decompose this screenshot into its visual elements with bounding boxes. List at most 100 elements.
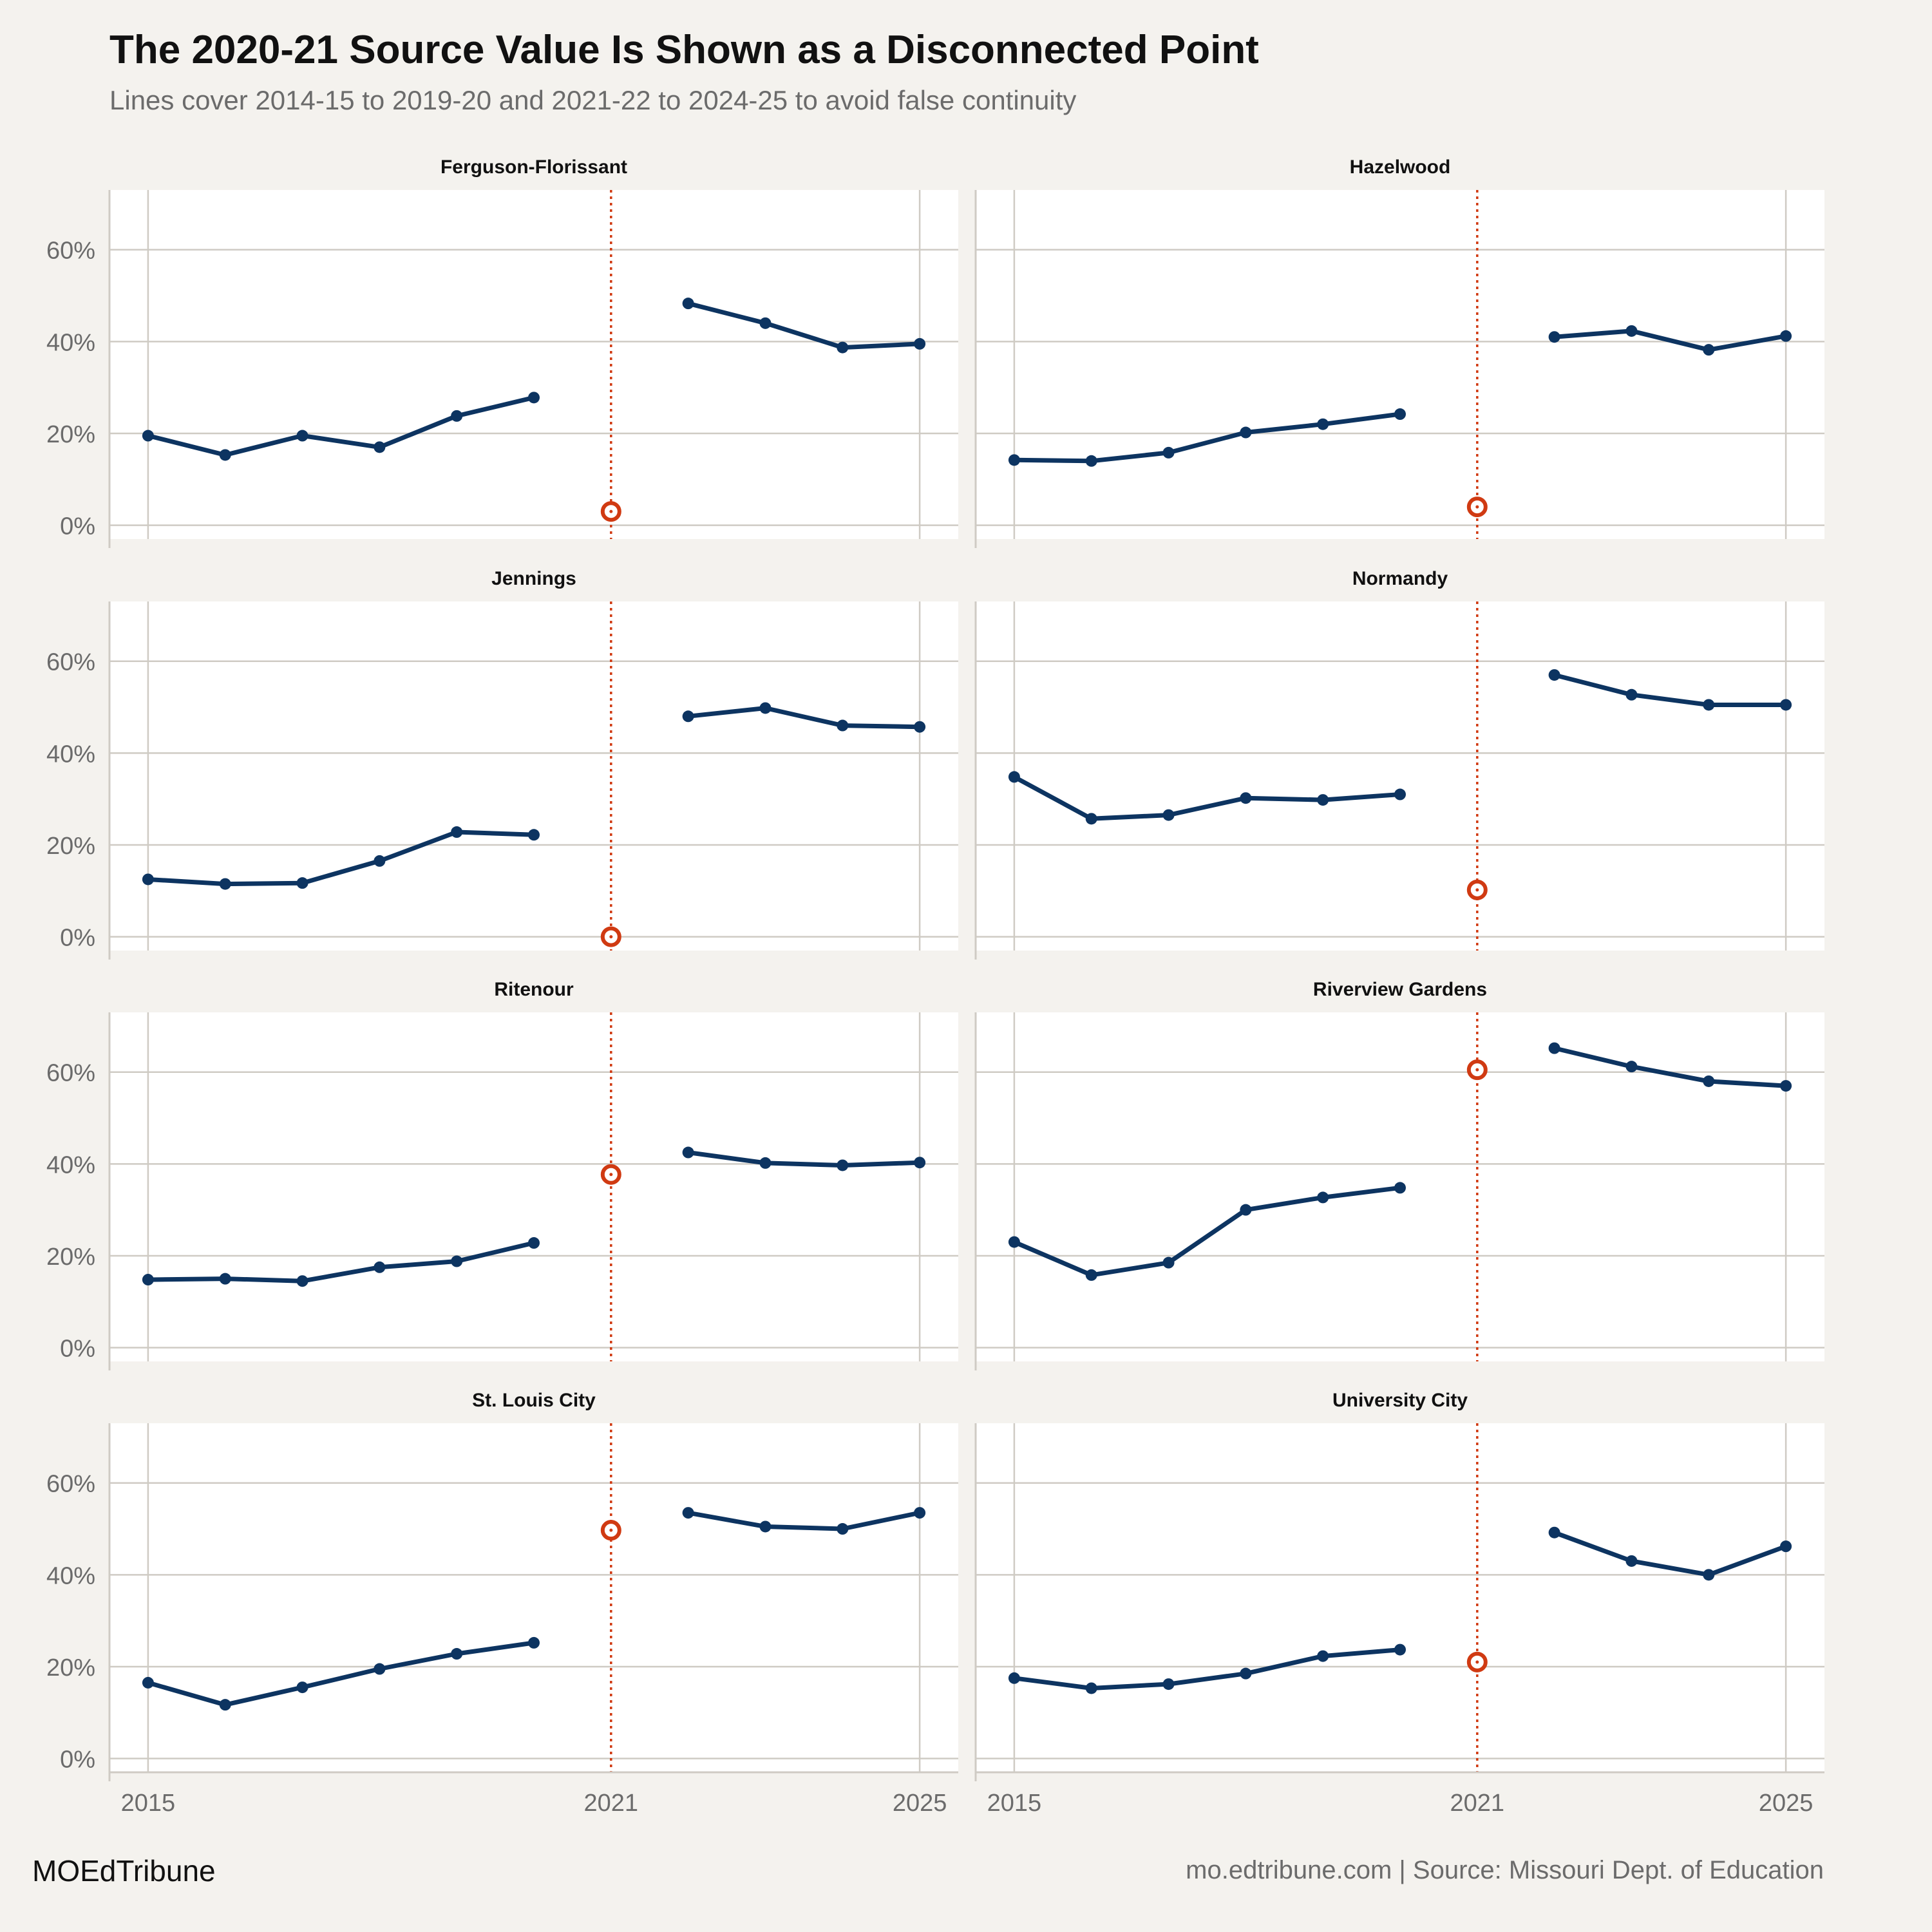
data-point [219, 1273, 231, 1285]
panel-background [109, 1012, 958, 1361]
data-point [1780, 699, 1792, 711]
facet-title: Ritenour [494, 979, 574, 1000]
data-point [837, 1159, 849, 1171]
data-point [296, 1681, 308, 1694]
data-point [1703, 344, 1715, 356]
data-point [1240, 1667, 1252, 1680]
highlight-point-center [609, 1528, 613, 1532]
highlight-point-center [609, 509, 613, 513]
highlight-point-center [609, 935, 613, 939]
data-point [1085, 813, 1097, 825]
data-point [528, 392, 540, 404]
panel-background [109, 1423, 958, 1772]
data-point [296, 1275, 308, 1287]
data-point [1162, 809, 1175, 821]
data-point [1703, 1075, 1715, 1087]
data-point [1085, 1269, 1097, 1281]
data-point [219, 449, 231, 461]
series-line [146, 395, 536, 457]
data-point [759, 702, 772, 714]
data-point [296, 430, 308, 442]
data-point [142, 873, 154, 886]
data-point [1394, 788, 1406, 800]
data-point [914, 721, 926, 733]
data-point [682, 298, 694, 310]
data-point [1394, 1182, 1406, 1194]
panel-background [976, 190, 1824, 539]
data-point [219, 878, 231, 890]
data-point [1085, 1682, 1097, 1694]
data-point [1548, 669, 1560, 681]
y-tick-label: 60% [46, 238, 95, 265]
data-point [837, 1523, 849, 1535]
data-point [1008, 1236, 1020, 1248]
panel-background [109, 190, 958, 539]
facet-title: Normandy [1352, 568, 1448, 589]
facet-panel: Riverview Gardens [974, 979, 1824, 1370]
facet-title: University City [1332, 1390, 1468, 1411]
source-credit: mo.edtribune.com | Source: Missouri Dept… [1186, 1856, 1824, 1884]
data-point [1162, 446, 1175, 459]
y-tick-label: 0% [60, 513, 95, 540]
data-point [142, 1676, 154, 1689]
data-point [1625, 325, 1638, 337]
data-point [1703, 1569, 1715, 1581]
data-point [1317, 1650, 1329, 1662]
data-point [142, 430, 154, 442]
highlight-point-center [1475, 1660, 1479, 1664]
data-point [374, 855, 386, 867]
data-point [142, 1274, 154, 1286]
data-point [1548, 1526, 1560, 1539]
chart-title: The 2020-21 Source Value Is Shown as a D… [109, 28, 1259, 72]
x-tick-label: 2015 [121, 1790, 176, 1817]
data-point [296, 877, 308, 889]
facet-title: Riverview Gardens [1313, 979, 1487, 1000]
data-point [1548, 1042, 1560, 1054]
y-tick-label: 20% [46, 833, 95, 860]
series-line [1012, 774, 1403, 821]
data-point [1780, 1540, 1792, 1553]
data-point [451, 410, 463, 422]
facet-title: St. Louis City [472, 1390, 596, 1411]
facet-panel: Hazelwood [974, 156, 1824, 548]
chart-subtitle: Lines cover 2014-15 to 2019-20 and 2021-… [109, 85, 1077, 115]
data-point [1317, 1191, 1329, 1204]
facet-title: Hazelwood [1350, 156, 1451, 178]
series-line [1552, 328, 1788, 352]
data-point [682, 1507, 694, 1519]
highlight-point-center [1475, 1068, 1479, 1072]
y-tick-label: 40% [46, 329, 95, 356]
y-tick-label: 0% [60, 1336, 95, 1363]
y-tick-label: 40% [46, 741, 95, 768]
data-point [759, 317, 772, 329]
facet-panel: Ferguson-Florissant 0% 20% 40% 60% [46, 156, 958, 548]
data-point [682, 710, 694, 723]
data-point [1548, 331, 1560, 343]
facet-panel: St. Louis City 0% 20% 40% 60% 2015 2021 2025 [46, 1390, 958, 1817]
brand-logo-text: MOEdTribune [32, 1854, 216, 1888]
y-tick-label: 40% [46, 1151, 95, 1179]
data-point [374, 441, 386, 453]
series-line [686, 1150, 922, 1168]
facet-panel: University City 2015 2021 2025 [974, 1390, 1824, 1817]
data-point [528, 829, 540, 841]
facet-title: Ferguson-Florissant [440, 156, 627, 178]
series-line [1012, 1647, 1403, 1690]
highlight-point-center [609, 1173, 613, 1177]
data-point [528, 1636, 540, 1649]
facet-panel: Ritenour 0% 20% 40% 60% [46, 979, 958, 1370]
y-tick-label: 40% [46, 1562, 95, 1589]
data-point [1085, 455, 1097, 467]
y-tick-label: 0% [60, 925, 95, 952]
data-point [759, 1157, 772, 1169]
data-point [528, 1237, 540, 1249]
series-line [1012, 1185, 1403, 1278]
data-point [1625, 1061, 1638, 1073]
y-tick-label: 60% [46, 1471, 95, 1498]
data-point [1008, 771, 1020, 783]
data-point [1317, 418, 1329, 430]
data-point [1780, 1080, 1792, 1092]
data-point [1240, 426, 1252, 439]
panel-background [976, 601, 1824, 951]
